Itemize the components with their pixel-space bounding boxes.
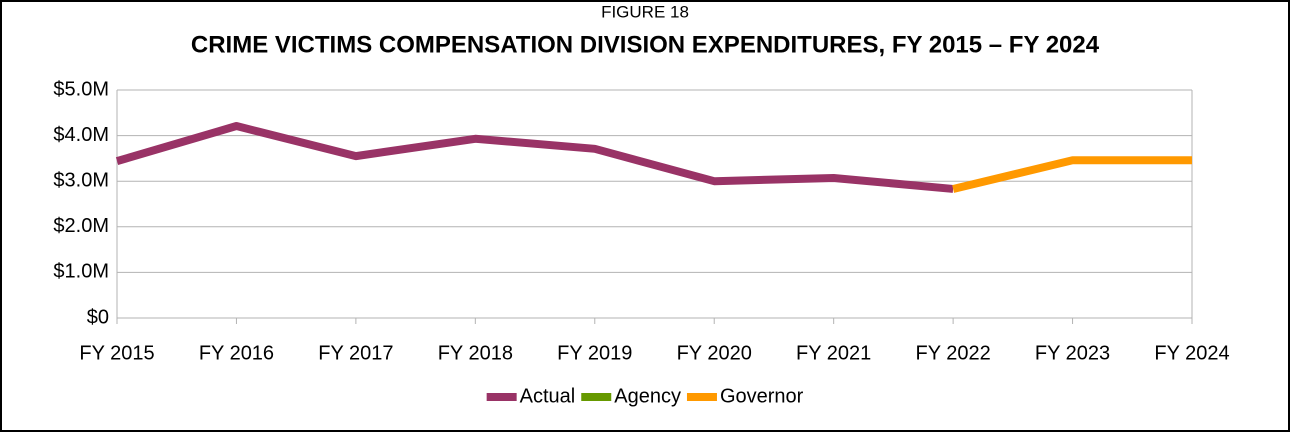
x-tick-label: FY 2016	[199, 342, 274, 364]
x-tick-label: FY 2022	[915, 342, 990, 364]
x-tick-label: FY 2015	[79, 342, 154, 364]
series-line	[115, 122, 954, 193]
x-tick-label: FY 2023	[1035, 342, 1110, 364]
y-tick-label: $1.0M	[53, 261, 109, 283]
y-tick-label: $2.0M	[53, 215, 109, 237]
legend-label: Actual	[520, 385, 576, 407]
legend-label: Agency	[614, 385, 681, 407]
chart-subtitle: FIGURE 18	[601, 2, 689, 21]
x-tick-label: FY 2020	[677, 342, 752, 364]
legend-label: Governor	[720, 385, 804, 407]
y-tick-label: $4.0M	[53, 124, 109, 146]
x-tick-label: FY 2018	[438, 342, 513, 364]
x-tick-label: FY 2019	[557, 342, 632, 364]
chart-title: CRIME VICTIMS COMPENSATION DIVISION EXPE…	[191, 31, 1100, 58]
y-tick-label: $5.0M	[53, 78, 109, 100]
x-tick-label: FY 2024	[1154, 342, 1229, 364]
y-tick-label: $0	[87, 306, 109, 328]
series-line	[952, 156, 1192, 193]
y-tick-label: $3.0M	[53, 169, 109, 191]
x-tick-label: FY 2021	[796, 342, 871, 364]
x-tick-label: FY 2017	[318, 342, 393, 364]
